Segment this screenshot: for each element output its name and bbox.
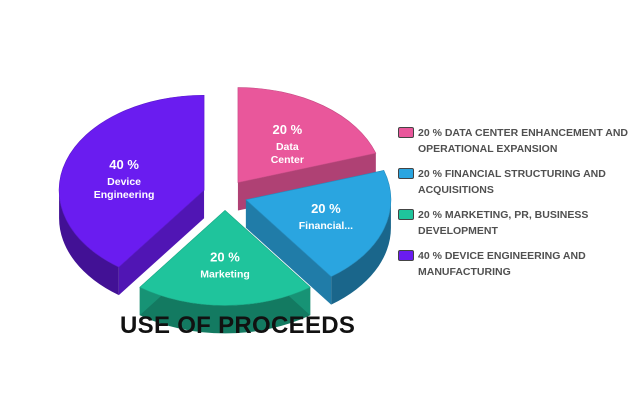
- legend-item-financial: 20 % FINANCIAL STRUCTURING AND ACQUISITI…: [398, 166, 638, 198]
- slice-value-label: 20 %: [210, 250, 240, 265]
- slice-side: [245, 199, 332, 305]
- slice-value-label: 20 %: [273, 122, 303, 137]
- slice-wall: [59, 190, 119, 296]
- legend-label: 20 % MARKETING, PR, BUSINESS DEVELOPMENT: [418, 209, 589, 237]
- pie-slice: [245, 170, 392, 277]
- slice-wall: [139, 287, 311, 334]
- legend-item-device-engineering: 40 % DEVICE ENGINEERING AND MANUFACTURIN…: [398, 248, 638, 280]
- slice-value-label: 20 %: [311, 201, 341, 216]
- slice-name-label: Center: [271, 154, 304, 166]
- chart-title: USE OF PROCEEDS: [120, 312, 356, 339]
- pie-slice: [237, 87, 377, 183]
- legend-swatch: [398, 209, 414, 220]
- slice-value-label: 40 %: [109, 157, 139, 172]
- chart-legend: 20 % DATA CENTER ENHANCEMENT AND OPERATI…: [398, 125, 638, 289]
- pie-slice: [139, 209, 311, 306]
- slice-wall: [331, 199, 391, 305]
- pie-tops: [58, 87, 392, 306]
- slice-name-label: Data: [276, 141, 299, 153]
- legend-item-marketing: 20 % MARKETING, PR, BUSINESS DEVELOPMENT: [398, 207, 638, 239]
- slice-side: [118, 190, 205, 296]
- slice-name-label: Marketing: [200, 269, 250, 281]
- legend-label: 40 % DEVICE ENGINEERING AND MANUFACTURIN…: [418, 250, 586, 278]
- slice-name-label: Device: [107, 176, 141, 188]
- legend-label: 20 % DATA CENTER ENHANCEMENT AND OPERATI…: [418, 127, 629, 155]
- slice-name-label: Financial...: [299, 220, 353, 232]
- legend-swatch: [398, 168, 414, 179]
- legend-swatch: [398, 127, 414, 138]
- legend-item-data-center: 20 % DATA CENTER ENHANCEMENT AND OPERATI…: [398, 125, 638, 157]
- legend-swatch: [398, 250, 414, 261]
- slice-name-label: Engineering: [94, 189, 155, 201]
- legend-label: 20 % FINANCIAL STRUCTURING AND ACQUISITI…: [418, 168, 606, 196]
- pie-slice: [58, 94, 205, 268]
